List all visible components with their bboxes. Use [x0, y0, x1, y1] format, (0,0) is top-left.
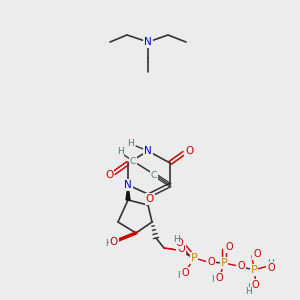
Text: N: N — [124, 180, 132, 190]
Text: O: O — [207, 257, 215, 267]
Text: O: O — [105, 170, 113, 180]
Text: O: O — [267, 263, 275, 273]
Text: H: H — [172, 235, 179, 244]
Text: P: P — [190, 253, 197, 263]
Polygon shape — [126, 185, 130, 200]
Text: C: C — [130, 157, 136, 166]
Text: H: H — [106, 239, 112, 248]
Text: P: P — [250, 265, 257, 275]
Text: P: P — [220, 258, 227, 268]
Text: O: O — [110, 237, 118, 247]
Text: O: O — [181, 268, 189, 278]
Text: O: O — [177, 244, 185, 254]
Text: O: O — [185, 146, 193, 156]
Text: H: H — [177, 271, 183, 280]
Text: O: O — [253, 249, 261, 259]
Text: O: O — [225, 242, 233, 252]
Text: C: C — [151, 170, 157, 179]
Text: H: H — [268, 259, 274, 268]
Text: H: H — [211, 275, 218, 284]
Text: O: O — [146, 194, 154, 204]
Text: O: O — [215, 273, 223, 283]
Text: O: O — [251, 280, 259, 290]
Text: H: H — [247, 283, 254, 292]
Text: H: H — [244, 287, 251, 296]
Text: N: N — [144, 37, 152, 47]
Text: O: O — [237, 261, 245, 271]
Text: H: H — [128, 139, 134, 148]
Text: H: H — [117, 148, 123, 157]
Text: O: O — [175, 238, 183, 248]
Text: N: N — [144, 146, 152, 156]
